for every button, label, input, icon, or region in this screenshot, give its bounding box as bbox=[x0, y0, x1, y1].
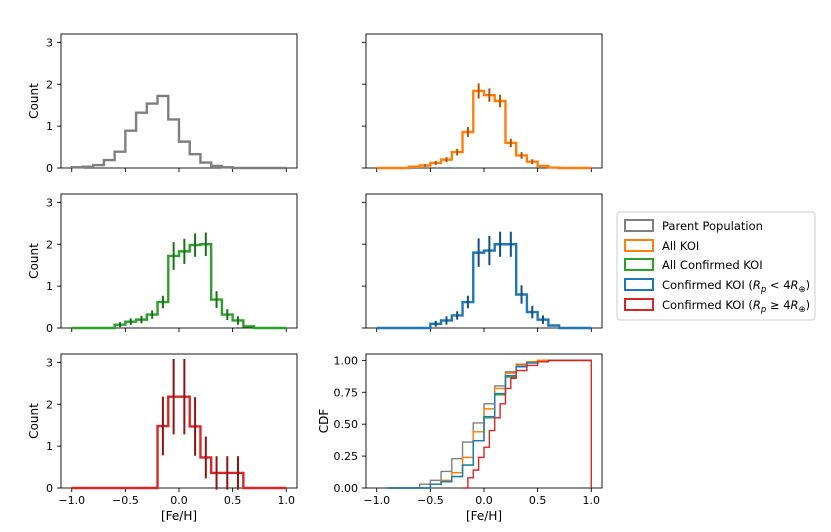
confirmed-large-xlabel: [Fe/H] bbox=[161, 509, 197, 523]
all-confirmed-ytick-label: 3 bbox=[46, 196, 53, 209]
panel-parent: 0 1 2 3 Count bbox=[27, 33, 298, 175]
cdf-xtick-label: 0.0 bbox=[475, 494, 493, 507]
panel-confirmed-large: −1.0 −0.5 0.0 0.5 1.0 0 1 2 3 Count [Fe/H] bbox=[27, 353, 298, 523]
confirmed-large-ylabel: Count bbox=[27, 403, 41, 439]
legend-swatch-confirmed-large bbox=[624, 298, 654, 311]
all-confirmed-ytick-label: 1 bbox=[46, 280, 53, 293]
parent-axes-frame bbox=[60, 33, 298, 169]
confirmed-large-xtick-label: −0.5 bbox=[112, 494, 139, 507]
cdf-xtick-label: −0.5 bbox=[417, 494, 444, 507]
legend-swatch-parent bbox=[624, 219, 654, 232]
cdf-line-2 bbox=[387, 359, 592, 489]
confirmed-large-xtick-label: −1.0 bbox=[58, 494, 85, 507]
legend-label-parent: Parent Population bbox=[662, 219, 763, 233]
panel-confirmed-small bbox=[362, 193, 603, 332]
confirmed-large-xtick-label: 1.0 bbox=[278, 494, 296, 507]
confirmed-large-ytick-label: 2 bbox=[46, 398, 53, 411]
confirmed-large-ytick-label: 1 bbox=[46, 440, 53, 453]
legend-swatch-all-koi bbox=[624, 239, 654, 252]
parent-histogram-step bbox=[70, 94, 287, 170]
confirmed-large-xtick-label: 0.5 bbox=[224, 494, 242, 507]
legend-swatch-all-confirmed bbox=[624, 258, 654, 271]
all-confirmed-axes-frame bbox=[60, 193, 298, 329]
legend-swatch-confirmed-small bbox=[624, 278, 654, 291]
parent-ytick-label: 0 bbox=[46, 162, 53, 175]
confirmed-large-ytick-label: 3 bbox=[46, 356, 53, 369]
cdf-ytick-label: 0.75 bbox=[334, 386, 359, 399]
legend-label-confirmed-small: Confirmed KOI (Rp < 4R⊕) bbox=[662, 278, 810, 295]
cdf-ytick-label: 0.00 bbox=[334, 482, 359, 495]
confirmed-small-histogram-step bbox=[376, 243, 592, 330]
legend-label-confirmed-large: Confirmed KOI (Rp ≥ 4R⊕) bbox=[662, 298, 810, 315]
cdf-xtick-label: −1.0 bbox=[363, 494, 390, 507]
legend-label-all-koi: All KOI bbox=[662, 239, 699, 253]
all-confirmed-histogram-step bbox=[71, 243, 287, 330]
legend-frame bbox=[616, 211, 816, 321]
all-confirmed-ytick-label: 2 bbox=[46, 238, 53, 251]
cdf-line-1 bbox=[387, 359, 592, 489]
parent-ylabel: Count bbox=[27, 83, 41, 119]
panel-cdf: −1.0 −0.5 0.0 0.5 1.0 0.00 0.25 0.50 0.75 1.00 CDF… bbox=[317, 353, 603, 523]
all-koi-axes-frame bbox=[365, 33, 603, 169]
parent-ytick-label: 2 bbox=[46, 78, 53, 91]
all-confirmed-ytick-label: 0 bbox=[46, 322, 53, 335]
cdf-line-4 bbox=[462, 359, 592, 489]
cdf-line-0 bbox=[387, 359, 592, 489]
confirmed-large-histogram-step bbox=[71, 395, 287, 490]
legend: Parent Population All KOI All Confirmed … bbox=[616, 211, 816, 321]
cdf-xlabel: [Fe/H] bbox=[466, 509, 502, 523]
cdf-ytick-label: 1.00 bbox=[334, 354, 359, 367]
legend-label-all-confirmed: All Confirmed KOI bbox=[662, 258, 763, 272]
cdf-ytick-label: 0.50 bbox=[334, 418, 359, 431]
confirmed-small-axes-frame bbox=[365, 193, 603, 329]
panel-all-koi bbox=[362, 33, 603, 172]
panel-all-confirmed: 0 1 2 3 Count bbox=[27, 193, 298, 335]
parent-ytick-label: 3 bbox=[46, 36, 53, 49]
cdf-ytick-label: 0.25 bbox=[334, 450, 359, 463]
cdf-line-3 bbox=[387, 359, 592, 489]
all-koi-histogram-step bbox=[376, 89, 592, 170]
cdf-ylabel: CDF bbox=[317, 409, 331, 434]
confirmed-large-ytick-label: 0 bbox=[46, 482, 53, 495]
cdf-xtick-label: 1.0 bbox=[583, 494, 601, 507]
parent-ytick-label: 1 bbox=[46, 120, 53, 133]
confirmed-large-xtick-label: 0.0 bbox=[170, 494, 188, 507]
cdf-xtick-label: 0.5 bbox=[529, 494, 547, 507]
confirmed-large-axes-frame bbox=[60, 353, 298, 489]
all-confirmed-ylabel: Count bbox=[27, 243, 41, 279]
